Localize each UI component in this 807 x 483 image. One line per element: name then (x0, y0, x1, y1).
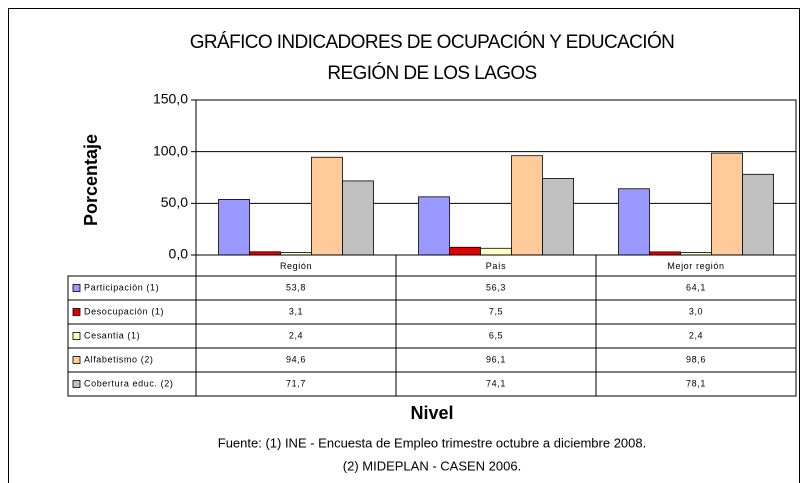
bar (542, 178, 574, 256)
y-tick-label: 50,0 (161, 194, 188, 210)
x-tick-label: Mejor región (667, 261, 724, 271)
table-value: 2,4 (689, 330, 703, 340)
table-value: 64,1 (686, 282, 706, 292)
table-value: 94,6 (286, 354, 306, 364)
legend-label: Cesantia (1) (84, 330, 140, 340)
legend-swatch (72, 284, 81, 292)
table-value: 7,5 (489, 306, 503, 316)
legend-swatch (72, 308, 81, 316)
bar (618, 188, 650, 256)
table-value: 71,7 (286, 378, 306, 388)
bar (449, 246, 481, 256)
table-value: 3,1 (289, 306, 303, 316)
bar (480, 247, 512, 256)
y-tick-label: 100,0 (153, 142, 188, 158)
bar (342, 180, 374, 256)
footnote: Fuente: (1) INE - Encuesta de Empleo tri… (218, 435, 646, 450)
legend-swatch (72, 356, 81, 364)
table-value: 6,5 (489, 330, 503, 340)
legend-label: Cobertura educ. (2) (84, 378, 173, 388)
y-tick-label: 0,0 (169, 246, 189, 262)
x-tick-label: Región (280, 261, 312, 271)
plot-area (195, 99, 797, 256)
legend-swatch (72, 380, 81, 388)
bar (418, 196, 450, 256)
chart-subtitle: REGIÓN DE LOS LAGOS (327, 62, 536, 84)
table-value: 2,4 (289, 330, 303, 340)
legend-label: Desocupación (1) (84, 306, 164, 316)
footnote: (2) MIDEPLAN - CASEN 2006. (343, 458, 521, 473)
data-table-body (67, 275, 797, 397)
legend-swatch (72, 332, 81, 340)
table-value: 74,1 (486, 378, 506, 388)
bar (742, 173, 774, 256)
legend-label: Alfabetismo (2) (84, 354, 154, 364)
chart-title: GRÁFICO INDICADORES DE OCUPACIÓN Y EDUCA… (190, 31, 675, 53)
x-tick-label: País (486, 261, 506, 271)
legend-label: Participación (1) (84, 282, 159, 292)
table-value: 78,1 (686, 378, 706, 388)
y-axis-title: Porcentaje (81, 134, 101, 226)
table-value: 98,6 (686, 354, 706, 364)
x-axis-title: Nivel (410, 403, 453, 423)
table-value: 96,1 (486, 354, 506, 364)
bar (511, 155, 543, 256)
y-tick-label: 150,0 (153, 91, 188, 107)
bar (218, 199, 250, 256)
table-value: 53,8 (286, 282, 306, 292)
table-value: 56,3 (486, 282, 506, 292)
bar (311, 156, 343, 256)
table-value: 3,0 (689, 306, 703, 316)
bar (711, 152, 743, 256)
